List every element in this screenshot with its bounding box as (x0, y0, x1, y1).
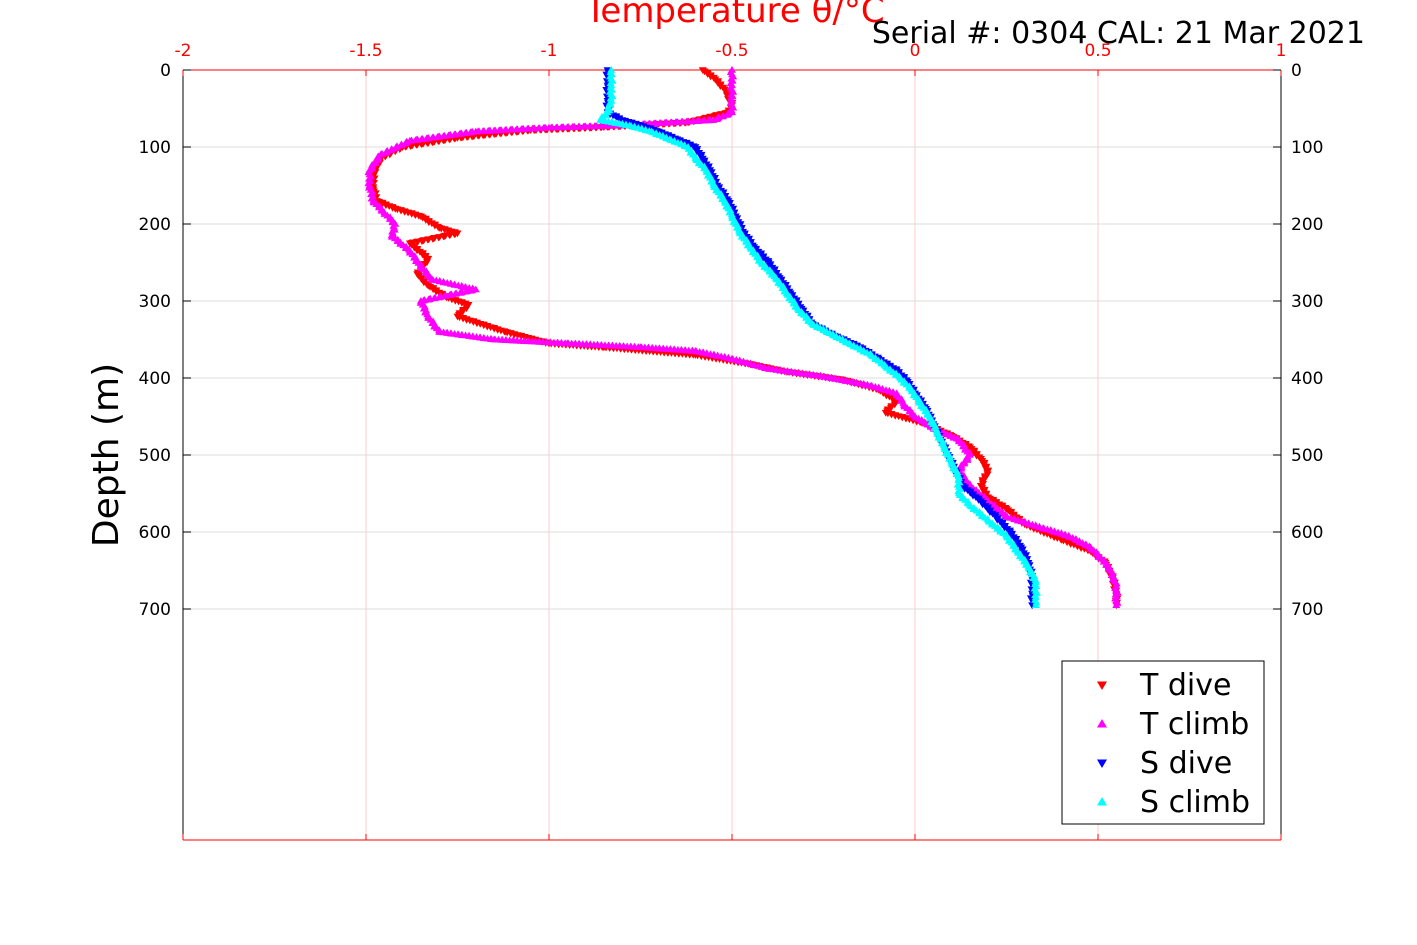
series-t-climb (364, 66, 1122, 608)
y-tick-label-left: 600 (139, 523, 171, 543)
data-point (1031, 601, 1040, 608)
x-tick-label: 0 (910, 41, 921, 61)
x-tick-label: -0.5 (715, 41, 748, 61)
y-tick-label-right: 300 (1291, 292, 1323, 312)
y-tick-label-right: 0 (1291, 61, 1302, 81)
legend-box (1061, 660, 1265, 825)
x-tick-label: 0.5 (1084, 41, 1111, 61)
legend: T dive T climb S dive S climb (1061, 660, 1265, 825)
x-tick-label: 1 (1276, 41, 1287, 61)
legend-label: T dive (1139, 668, 1231, 703)
legend-label: T climb (1139, 707, 1249, 742)
y-tick-label-left: 0 (160, 61, 171, 81)
series-s-dive (602, 67, 1038, 610)
x-tick-label: -1 (541, 41, 558, 61)
y-tick-label-left: 200 (139, 215, 171, 235)
y-tick-label-left: 300 (139, 292, 171, 312)
y-tick-label-right: 500 (1291, 446, 1323, 466)
y-tick-label-right: 600 (1291, 523, 1323, 543)
y-tick-label-left: 100 (139, 138, 171, 158)
y-tick-label-right: 100 (1291, 138, 1323, 158)
legend-marker (1097, 681, 1107, 690)
serial-annotation: Serial #: 0304 CAL: 21 Mar 2021 (872, 16, 1365, 51)
y-tick-label-right: 400 (1291, 369, 1323, 389)
chart-title: Temperature θ/°C (584, 0, 884, 31)
x-tick-label: -1.5 (349, 41, 382, 61)
x-tick-label: -2 (175, 41, 192, 61)
y-tick-label-left: 400 (139, 369, 171, 389)
legend-marker (1097, 719, 1107, 728)
legend-label: S climb (1140, 785, 1250, 820)
y-tick-label-right: 200 (1291, 215, 1323, 235)
legend-label: S dive (1140, 746, 1232, 781)
legend-marker (1097, 797, 1107, 806)
y-tick-label-right: 700 (1291, 600, 1323, 620)
y-tick-label-left: 700 (139, 600, 171, 620)
data-marks (364, 66, 1122, 610)
y-axis-label: Depth (m) (86, 363, 127, 547)
series-s-climb (596, 66, 1041, 608)
y-tick-label-left: 500 (139, 446, 171, 466)
data-point (422, 259, 431, 267)
legend-marker (1097, 759, 1107, 768)
data-point (1112, 601, 1121, 608)
